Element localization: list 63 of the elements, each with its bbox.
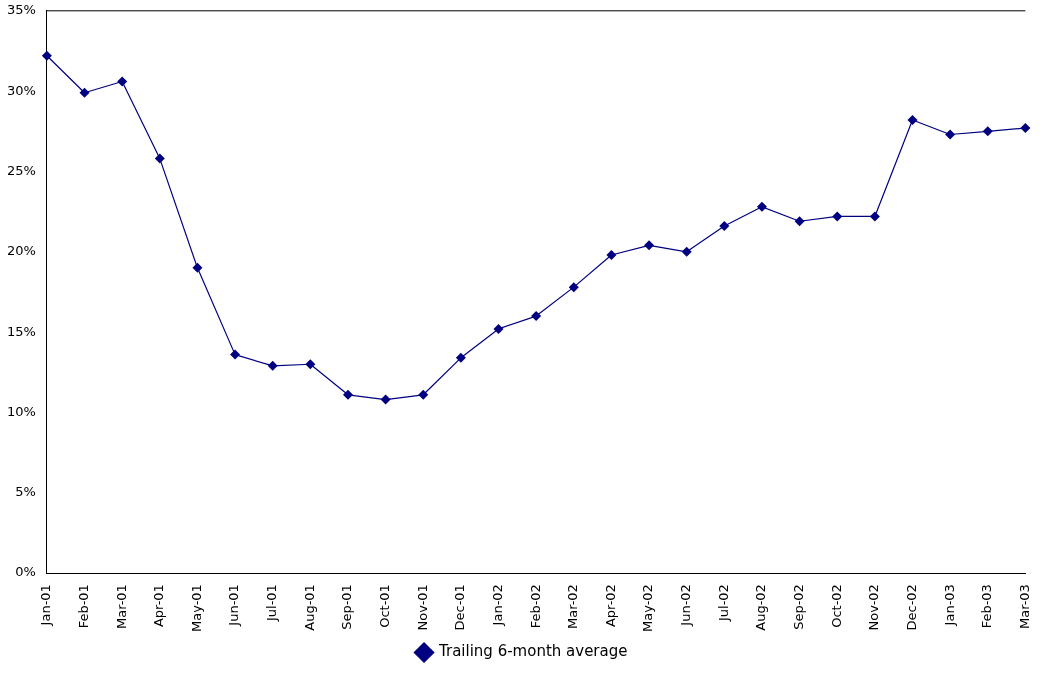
x-tick-label: Jul-02 — [715, 584, 731, 623]
point — [267, 360, 278, 371]
x-tick-label: Apr-02 — [602, 584, 618, 628]
y-tick-label: 20% — [6, 243, 36, 259]
x-tick-label: Jun-02 — [678, 584, 694, 627]
x-tick-label: Jan-03 — [941, 584, 957, 627]
point — [455, 352, 466, 363]
x-tick-label: Oct-02 — [828, 584, 844, 628]
point — [869, 211, 880, 222]
point — [907, 115, 918, 126]
y-tick-label: 5% — [15, 484, 36, 500]
x-tick-label: Jan-02 — [489, 584, 505, 627]
point — [154, 153, 165, 164]
point — [794, 216, 805, 227]
point — [342, 389, 353, 400]
x-tick-label: Sep-01 — [339, 584, 355, 630]
point — [982, 126, 993, 137]
point — [531, 311, 542, 322]
y-tick-label: 30% — [6, 82, 36, 98]
x-tick-label: May-02 — [640, 584, 656, 633]
y-tick-label: 10% — [6, 403, 36, 419]
x-tick-label: Nov-02 — [866, 584, 882, 631]
y-tick-label: 0% — [15, 564, 36, 580]
point — [79, 87, 90, 98]
x-tick-label: Apr-01 — [151, 584, 167, 628]
point — [756, 201, 767, 212]
x-tick-label: Sep-02 — [790, 584, 806, 630]
x-tick-label: May-01 — [188, 584, 204, 633]
x-tick-label: Aug-02 — [753, 584, 769, 631]
x-tick-label: Jul-01 — [264, 584, 280, 623]
point — [41, 50, 52, 61]
x-tick-label: Jan-01 — [38, 584, 54, 627]
point — [681, 246, 692, 257]
point — [117, 76, 128, 87]
x-tick-label: Dec-02 — [903, 584, 919, 631]
legend-label: Trailing 6-month average — [438, 642, 628, 661]
point — [644, 240, 655, 251]
point — [832, 211, 843, 222]
point — [305, 359, 316, 370]
x-tick-label: Feb-02 — [527, 584, 543, 629]
y-tick-label: 15% — [6, 323, 36, 339]
point — [380, 394, 391, 405]
x-tick-label: Feb-01 — [75, 584, 91, 629]
point — [606, 250, 617, 261]
point — [719, 221, 730, 232]
point — [945, 129, 956, 140]
x-tick-label: Mar-03 — [1016, 584, 1032, 630]
y-tick-label: 25% — [6, 162, 36, 178]
point — [493, 323, 504, 334]
x-tick-label: Mar-01 — [113, 584, 129, 630]
x-tick-label: Mar-02 — [565, 584, 581, 630]
x-tick-label: Feb-03 — [979, 584, 995, 629]
point — [568, 282, 579, 293]
x-tick-label: Oct-01 — [376, 584, 392, 628]
x-tick-label: Aug-01 — [301, 584, 317, 631]
x-tick-label: Jun-01 — [226, 584, 242, 627]
y-tick-label: 35% — [6, 2, 36, 18]
point — [1020, 123, 1031, 134]
point — [418, 389, 429, 400]
point — [192, 262, 203, 273]
point — [230, 349, 241, 360]
x-tick-label: Nov-01 — [414, 584, 430, 631]
x-tick-label: Dec-01 — [452, 584, 468, 631]
